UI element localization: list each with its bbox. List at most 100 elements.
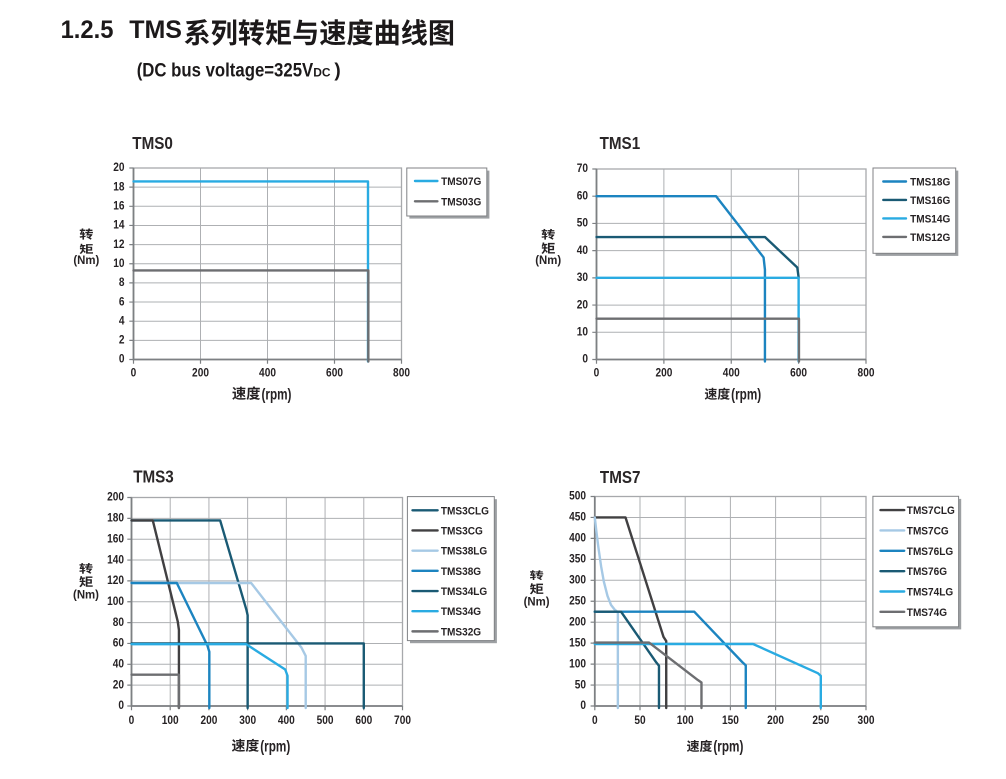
svg-text:TMS76G: TMS76G [907,566,947,579]
svg-text:TMS18G: TMS18G [910,176,950,189]
svg-text:(Nm): (Nm) [535,254,561,267]
svg-text:60: 60 [577,190,588,203]
svg-text:(DC bus voltage=325V: (DC bus voltage=325V [137,61,314,82]
svg-text:20: 20 [113,162,124,175]
svg-text:400: 400 [278,714,295,727]
svg-text:0: 0 [131,367,137,380]
svg-text:600: 600 [790,367,807,380]
svg-text:500: 500 [569,490,586,503]
svg-text:0: 0 [582,353,588,366]
svg-text:): ) [334,61,340,82]
svg-text:TMS32G: TMS32G [441,626,481,639]
svg-text:70: 70 [577,163,588,176]
svg-text:160: 160 [107,533,124,546]
svg-text:TMS7CLG: TMS7CLG [907,505,955,518]
svg-text:600: 600 [326,367,343,380]
svg-text:350: 350 [569,553,586,566]
svg-text:180: 180 [107,512,124,525]
svg-text:TMS: TMS [129,16,182,44]
svg-text:0: 0 [118,700,124,713]
svg-text:(rpm): (rpm) [713,739,743,756]
svg-text:DC: DC [313,66,331,80]
svg-text:4: 4 [119,315,125,328]
svg-text:400: 400 [723,367,740,380]
svg-text:120: 120 [107,575,124,588]
svg-text:12: 12 [113,238,124,251]
svg-text:700: 700 [394,714,411,727]
svg-text:20: 20 [577,299,588,312]
svg-text:8: 8 [119,277,125,290]
svg-text:40: 40 [113,658,124,671]
svg-text:TMS03G: TMS03G [441,196,481,209]
svg-text:TMS34G: TMS34G [441,606,481,619]
svg-text:300: 300 [569,574,586,587]
svg-text:400: 400 [569,532,586,545]
svg-text:0: 0 [594,367,600,380]
svg-text:TMS3CLG: TMS3CLG [441,505,489,518]
svg-text:14: 14 [113,219,124,232]
svg-text:200: 200 [107,491,124,504]
svg-text:50: 50 [634,714,645,727]
svg-text:250: 250 [812,714,829,727]
svg-text:TMS76LG: TMS76LG [907,545,953,558]
svg-text:0: 0 [592,714,598,727]
svg-text:0: 0 [129,714,135,727]
svg-text:TMS7: TMS7 [600,468,641,487]
svg-text:TMS3: TMS3 [133,468,174,487]
svg-text:TMS74LG: TMS74LG [907,586,953,599]
svg-text:100: 100 [162,714,179,727]
svg-text:200: 200 [767,714,784,727]
svg-text:10: 10 [577,326,588,339]
svg-text:200: 200 [655,367,672,380]
svg-text:TMS1: TMS1 [600,134,641,153]
svg-text:80: 80 [113,616,124,629]
svg-text:TMS7CG: TMS7CG [907,525,949,538]
svg-text:60: 60 [113,637,124,650]
svg-text:200: 200 [192,367,209,380]
svg-text:2: 2 [119,334,125,347]
svg-text:300: 300 [858,714,875,727]
svg-text:0: 0 [580,700,586,713]
svg-text:TMS38G: TMS38G [441,565,481,578]
svg-text:200: 200 [569,616,586,629]
svg-text:TMS07G: TMS07G [441,175,481,188]
svg-text:140: 140 [107,554,124,567]
svg-text:100: 100 [677,714,694,727]
svg-text:300: 300 [239,714,256,727]
svg-text:100: 100 [107,595,124,608]
svg-text:40: 40 [577,244,588,257]
svg-text:450: 450 [569,511,586,524]
svg-text:(rpm): (rpm) [260,739,290,756]
svg-text:150: 150 [722,714,739,727]
svg-text:(Nm): (Nm) [73,588,99,601]
svg-text:250: 250 [569,595,586,608]
svg-text:TMS34LG: TMS34LG [441,586,487,599]
svg-text:10: 10 [113,257,124,270]
svg-text:TMS16G: TMS16G [910,194,950,207]
svg-text:(rpm): (rpm) [731,387,761,404]
svg-text:400: 400 [259,367,276,380]
svg-text:800: 800 [393,367,410,380]
svg-text:TMS38LG: TMS38LG [441,545,487,558]
svg-text:1.2.5: 1.2.5 [61,17,114,45]
svg-text:0: 0 [119,353,125,366]
svg-text:16: 16 [113,200,124,213]
svg-text:TMS0: TMS0 [132,134,173,153]
svg-text:200: 200 [200,714,217,727]
svg-text:100: 100 [569,658,586,671]
svg-text:(Nm): (Nm) [73,254,99,267]
svg-text:500: 500 [317,714,334,727]
svg-text:50: 50 [575,679,586,692]
svg-text:6: 6 [119,296,125,309]
svg-text:TMS74G: TMS74G [907,606,947,619]
svg-text:600: 600 [355,714,372,727]
svg-text:18: 18 [113,181,124,194]
svg-text:800: 800 [858,367,875,380]
svg-text:50: 50 [577,217,588,230]
svg-text:(Nm): (Nm) [524,595,550,608]
svg-text:30: 30 [577,272,588,285]
svg-text:20: 20 [113,679,124,692]
svg-text:TMS3CG: TMS3CG [441,525,483,538]
svg-text:TMS14G: TMS14G [910,213,950,226]
svg-text:(rpm): (rpm) [261,387,291,404]
